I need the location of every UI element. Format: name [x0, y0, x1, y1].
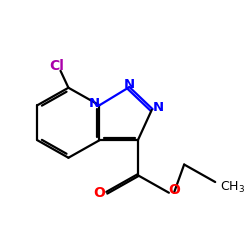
Text: N: N: [124, 78, 135, 91]
Text: CH$_3$: CH$_3$: [220, 180, 246, 195]
Text: N: N: [89, 97, 100, 110]
Text: Cl: Cl: [50, 59, 64, 73]
Text: N: N: [152, 101, 164, 114]
Text: O: O: [168, 184, 180, 198]
Text: O: O: [94, 186, 106, 200]
